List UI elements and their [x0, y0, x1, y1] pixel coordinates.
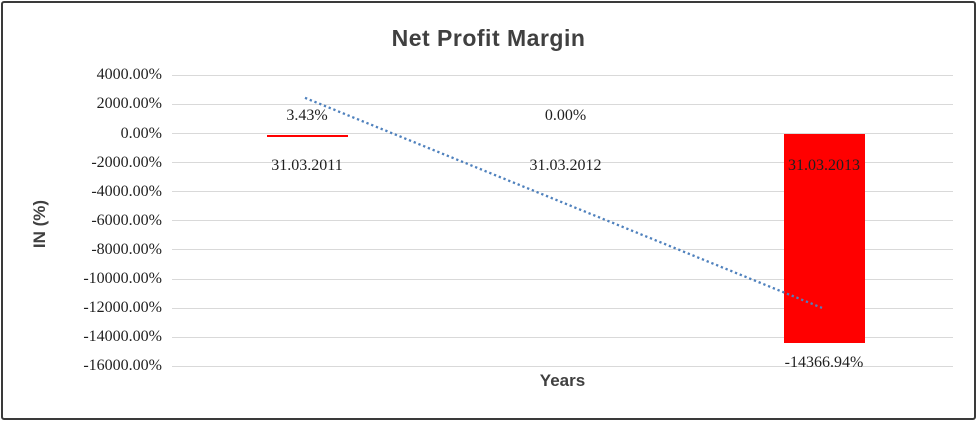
gridline — [172, 278, 953, 280]
trendline-path — [304, 96, 823, 309]
x-category-label: 31.03.2012 — [529, 157, 602, 174]
bar — [266, 134, 348, 137]
gridline — [172, 133, 953, 134]
data-label: 0.00% — [544, 107, 587, 124]
x-category-label: 31.03.2013 — [788, 157, 860, 174]
y-tick-label: -8000.00% — [91, 240, 162, 258]
x-category-label: 31.03.2011 — [271, 157, 343, 174]
data-label: 3.43% — [286, 106, 328, 124]
y-tick-label: -14000.00% — [83, 328, 162, 346]
data-label: -14366.94% — [784, 353, 864, 371]
y-tick-label: -10000.00% — [83, 270, 162, 287]
y-tick-label: -6000.00% — [91, 211, 162, 229]
y-tick-label: 4000.00% — [96, 66, 162, 84]
y-tick-label: -2000.00% — [91, 153, 162, 171]
gridline — [172, 365, 953, 367]
gridline — [172, 74, 953, 76]
gridline — [172, 307, 953, 309]
gridline — [172, 336, 953, 338]
gridline — [172, 162, 953, 164]
y-tick-label: 0.00% — [120, 124, 162, 142]
y-tick-label: -16000.00% — [83, 357, 162, 375]
bar — [783, 133, 865, 343]
x-axis-title: Years — [539, 371, 586, 390]
gridline — [172, 103, 953, 105]
y-tick-label: -4000.00% — [91, 182, 162, 200]
y-tick-label: 2000.00% — [96, 95, 162, 113]
y-tick-label: -12000.00% — [83, 299, 162, 317]
gridline — [172, 220, 953, 222]
gridline — [172, 191, 953, 193]
gridline — [172, 249, 953, 251]
chart-title: Net Profit Margin — [391, 25, 586, 51]
